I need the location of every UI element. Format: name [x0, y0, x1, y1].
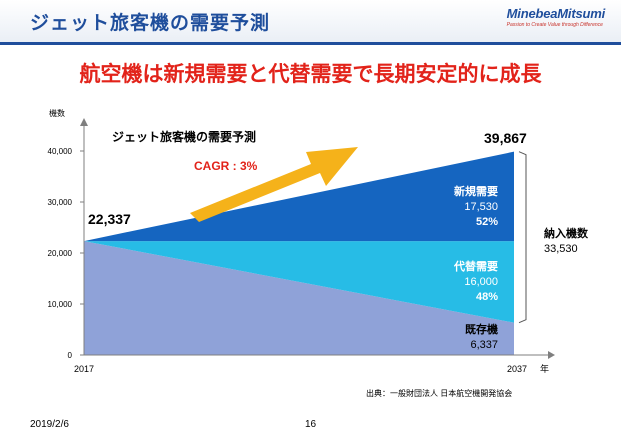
x-tick-label: 2037	[507, 364, 527, 374]
page-number: 16	[305, 419, 317, 430]
start-value-label: 22,337	[88, 211, 131, 227]
y-axis-label: 機数	[49, 108, 65, 118]
footer-date: 2019/2/6	[30, 419, 69, 430]
series-value-replacement: 16,000	[464, 276, 498, 288]
area-replacement	[84, 241, 514, 323]
y-tick-label: 10,000	[48, 300, 73, 309]
y-tick-label: 40,000	[48, 147, 73, 156]
source-note: 出典：一般財団法人 日本航空機開発協会	[366, 388, 512, 398]
x-axis-arrow	[548, 351, 555, 359]
y-axis-arrow	[80, 118, 88, 126]
slide-title: ジェット旅客機の需要予測	[30, 12, 271, 34]
series-value-new: 17,530	[464, 201, 498, 213]
total-label: 納入機数	[544, 226, 589, 240]
company-logo: MinebeaMitsumi Passion to Create Value t…	[506, 6, 606, 28]
cagr-label: CAGR : 3%	[194, 159, 258, 173]
total-bracket	[518, 151, 527, 324]
end-value-label: 39,867	[484, 130, 527, 146]
y-tick-label: 0	[68, 351, 73, 360]
series-label-new: 新規需要	[454, 184, 498, 198]
x-axis-label: 年	[540, 363, 549, 374]
total-value: 33,530	[544, 243, 578, 255]
header-divider	[0, 42, 621, 45]
chart-title: ジェット旅客機の需要予測	[112, 129, 256, 144]
logo-tagline: Passion to Create Value through Differen…	[506, 22, 603, 28]
series-label-existing: 既存機	[465, 322, 498, 336]
area-new-demand	[84, 151, 514, 242]
series-percent-replacement: 48%	[476, 291, 498, 303]
series-percent-new: 52%	[476, 216, 498, 228]
slide-headline: 航空機は新規需要と代替需要で長期安定的に成長	[79, 62, 542, 86]
area-existing	[84, 241, 514, 355]
growth-arrow	[190, 147, 358, 222]
y-tick-label: 30,000	[48, 198, 73, 207]
logo-name: MinebeaMitsumi	[506, 6, 606, 21]
series-label-replacement: 代替需要	[453, 259, 498, 273]
y-tick-label: 20,000	[48, 249, 73, 258]
x-tick-label: 2017	[74, 364, 94, 374]
slide-header: ジェット旅客機の需要予測 MinebeaMitsumi Passion to C…	[0, 0, 621, 45]
series-value-existing: 6,337	[470, 339, 498, 351]
